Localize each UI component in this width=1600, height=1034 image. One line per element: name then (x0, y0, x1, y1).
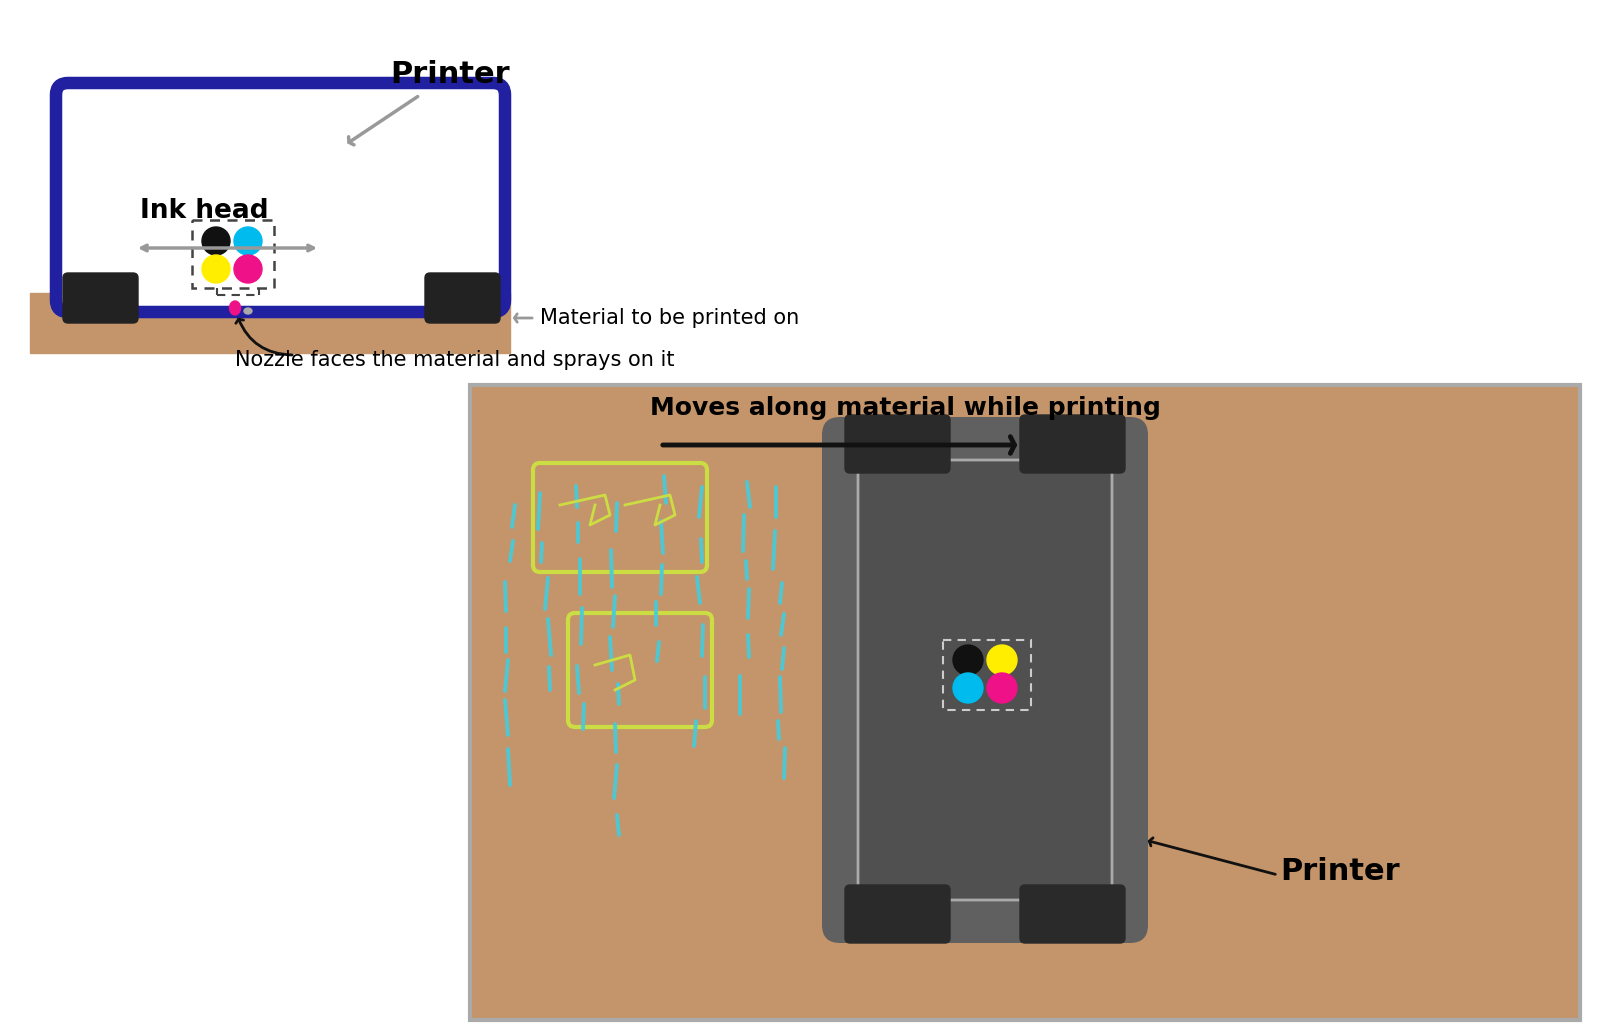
Ellipse shape (987, 673, 1018, 703)
Text: Nozzle faces the material and sprays on it: Nozzle faces the material and sprays on … (235, 349, 675, 370)
Bar (30, 293, 510, 353)
FancyBboxPatch shape (858, 460, 1112, 900)
Ellipse shape (234, 227, 262, 255)
FancyBboxPatch shape (1021, 885, 1125, 943)
Ellipse shape (229, 301, 240, 315)
Text: Material to be printed on: Material to be printed on (541, 308, 800, 328)
Ellipse shape (202, 227, 230, 255)
Bar (470, 385, 1581, 1020)
Bar (942, 640, 1030, 710)
Ellipse shape (234, 255, 262, 283)
Text: Printer: Printer (390, 60, 510, 89)
FancyBboxPatch shape (1021, 415, 1125, 473)
FancyBboxPatch shape (845, 885, 950, 943)
Bar (192, 220, 274, 288)
FancyBboxPatch shape (56, 83, 506, 312)
Ellipse shape (202, 255, 230, 283)
Text: Printer: Printer (1280, 857, 1400, 886)
Text: Moves along material while printing: Moves along material while printing (650, 396, 1162, 420)
FancyBboxPatch shape (426, 273, 499, 323)
Ellipse shape (954, 673, 982, 703)
FancyBboxPatch shape (62, 273, 138, 323)
FancyBboxPatch shape (845, 415, 950, 473)
FancyBboxPatch shape (822, 417, 1149, 943)
Text: Ink head: Ink head (141, 197, 269, 224)
Ellipse shape (954, 645, 982, 675)
Ellipse shape (243, 308, 253, 314)
Ellipse shape (987, 645, 1018, 675)
